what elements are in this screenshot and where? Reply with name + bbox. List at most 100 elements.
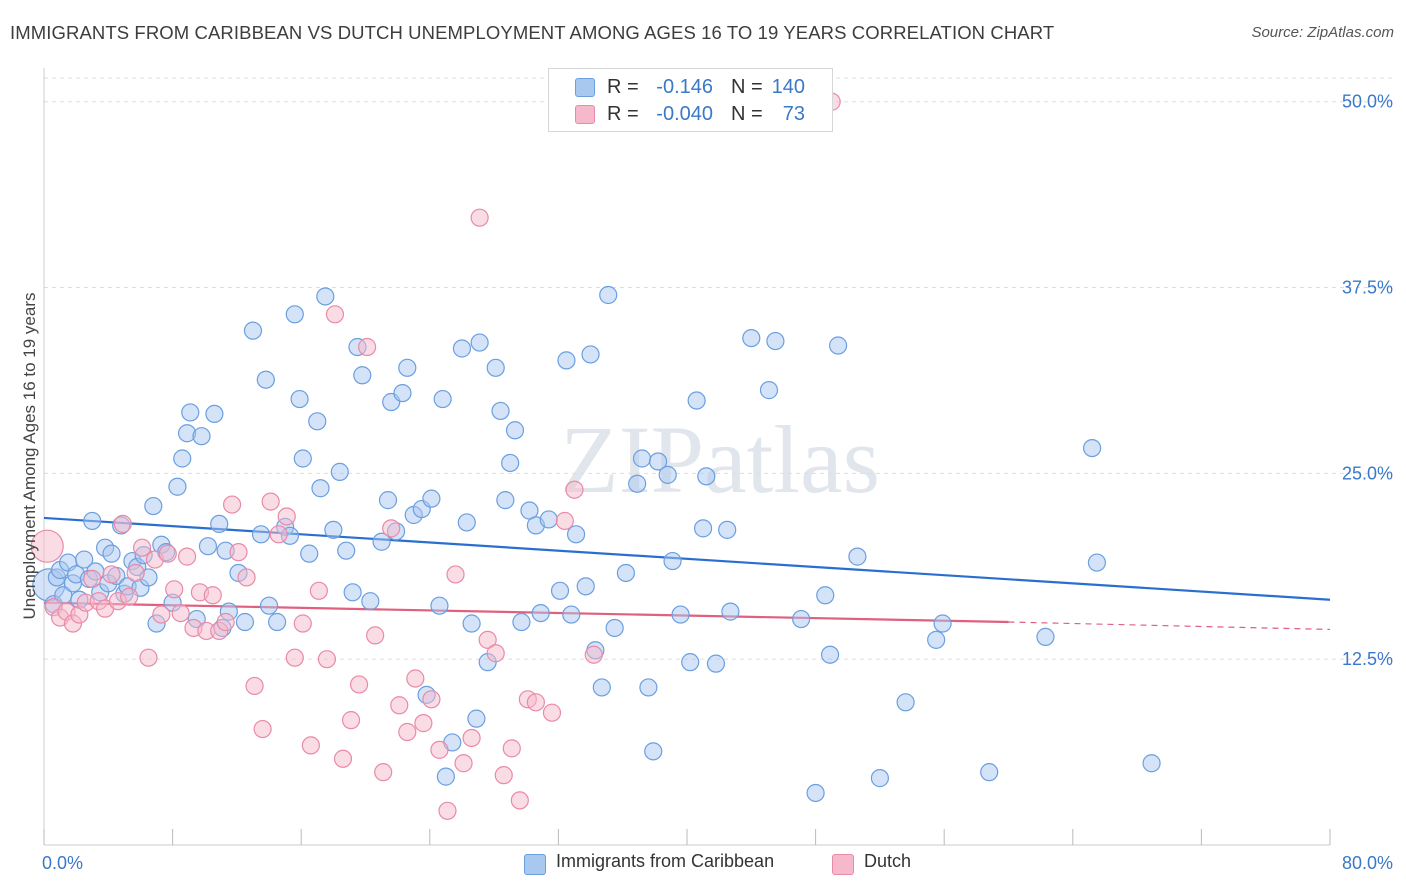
bottom-legend-swatch-pink — [832, 854, 854, 875]
caribbean-point — [259, 596, 279, 615]
y-tick-label: 50.0% — [1342, 92, 1393, 112]
dutch-point — [454, 754, 473, 773]
caribbean-point — [300, 544, 319, 563]
caribbean-point — [285, 305, 304, 324]
caribbean-point — [829, 336, 848, 355]
dutch-trend-line — [43, 601, 1009, 624]
caribbean-point — [267, 612, 287, 632]
dutch-point — [102, 565, 121, 584]
caribbean-point — [605, 618, 624, 638]
legend-swatch-pink — [575, 105, 595, 124]
caribbean-point — [616, 563, 636, 583]
caribbean-point — [462, 614, 481, 633]
caribbean-point — [1082, 438, 1102, 458]
caribbean-point — [566, 525, 586, 544]
watermark: ZIPatlas — [560, 406, 880, 513]
caribbean-point — [343, 583, 362, 602]
y-tick-label: 37.5% — [1342, 278, 1393, 298]
source-label: Source: ZipAtlas.com — [1251, 24, 1394, 41]
caribbean-point — [592, 678, 611, 697]
caribbean-point — [512, 612, 531, 632]
dutch-point — [510, 791, 529, 810]
legend-r-value: -0.040 — [656, 103, 713, 125]
dutch-point — [478, 630, 497, 649]
dutch-point — [542, 703, 562, 722]
dutch-point — [325, 305, 345, 324]
data-points — [30, 92, 1161, 820]
legend-r-label: R = — [607, 103, 639, 125]
caribbean-point — [361, 592, 380, 611]
caribbean-point — [433, 389, 452, 409]
caribbean-point — [718, 520, 737, 539]
caribbean-point — [205, 404, 224, 424]
caribbean-point — [848, 547, 867, 566]
dutch-point — [113, 514, 132, 534]
caribbean-point — [721, 602, 740, 621]
caribbean-point — [632, 449, 652, 468]
dutch-point — [83, 569, 102, 589]
tick-labels: 12.5% 25.0% 37.5% 50.0% 0.0% 80.0% — [42, 92, 1393, 873]
caribbean-point — [486, 358, 505, 377]
caribbean-point — [628, 474, 647, 493]
caribbean-point — [639, 678, 658, 697]
caribbean-point — [144, 496, 163, 516]
dutch-point — [120, 587, 139, 606]
caribbean-point — [436, 767, 455, 786]
caribbean-point — [539, 510, 558, 529]
caribbean-point — [792, 609, 811, 629]
legend-n-value: 73 — [782, 103, 805, 125]
caribbean-point — [452, 339, 472, 358]
legend-row-dutch: R = -0.040 N = 73 — [549, 100, 832, 128]
caribbean-point — [316, 287, 335, 306]
caribbean-point — [658, 465, 677, 484]
caribbean-point — [766, 331, 785, 351]
dutch-point — [349, 675, 369, 694]
caribbean-point — [102, 544, 121, 563]
caribbean-point — [192, 427, 211, 446]
caribbean-point — [181, 403, 200, 422]
caribbean-point — [1142, 754, 1161, 773]
caribbean-point — [693, 519, 713, 538]
caribbean-point — [648, 452, 668, 471]
legend-n-label: N = — [731, 103, 763, 125]
dutch-point — [237, 568, 256, 587]
caribbean-point — [430, 596, 449, 615]
dutch-point — [30, 529, 64, 563]
axes — [43, 68, 1331, 846]
caribbean-point — [1036, 627, 1055, 646]
caribbean-point — [210, 514, 229, 534]
dutch-point — [333, 749, 353, 768]
dutch-point — [584, 645, 603, 664]
legend: R = -0.146 N = 140 R = -0.040 N = 73 — [548, 68, 833, 132]
caribbean-point — [243, 321, 263, 340]
dutch-point — [438, 801, 457, 820]
dutch-point — [398, 722, 417, 742]
caribbean-point — [980, 763, 999, 782]
dutch-point — [555, 511, 574, 531]
caribbean-point — [398, 358, 417, 377]
caribbean-point — [491, 401, 510, 421]
dutch-point — [406, 669, 425, 688]
dutch-point — [293, 614, 312, 633]
caribbean-point — [235, 612, 255, 632]
dutch-point — [261, 492, 280, 511]
caribbean-point — [697, 467, 716, 486]
caribbean-point — [806, 783, 825, 803]
dutch-point — [358, 337, 377, 357]
caribbean-point — [378, 491, 398, 510]
dutch-trend-line-extension — [1008, 621, 1331, 631]
bottom-legend-dutch: Dutch — [864, 851, 912, 871]
dutch-point — [341, 711, 361, 730]
dutch-point — [366, 626, 385, 645]
legend-n-label: N = — [731, 76, 763, 98]
caribbean-point — [293, 449, 312, 468]
caribbean-point — [290, 389, 309, 409]
caribbean-point — [816, 586, 835, 605]
dutch-point — [301, 736, 320, 755]
y-tick-label: 12.5% — [1342, 649, 1393, 669]
dutch-point — [152, 605, 171, 624]
caribbean-point — [742, 328, 761, 348]
caribbean-point — [759, 381, 779, 400]
caribbean-point — [422, 489, 441, 508]
